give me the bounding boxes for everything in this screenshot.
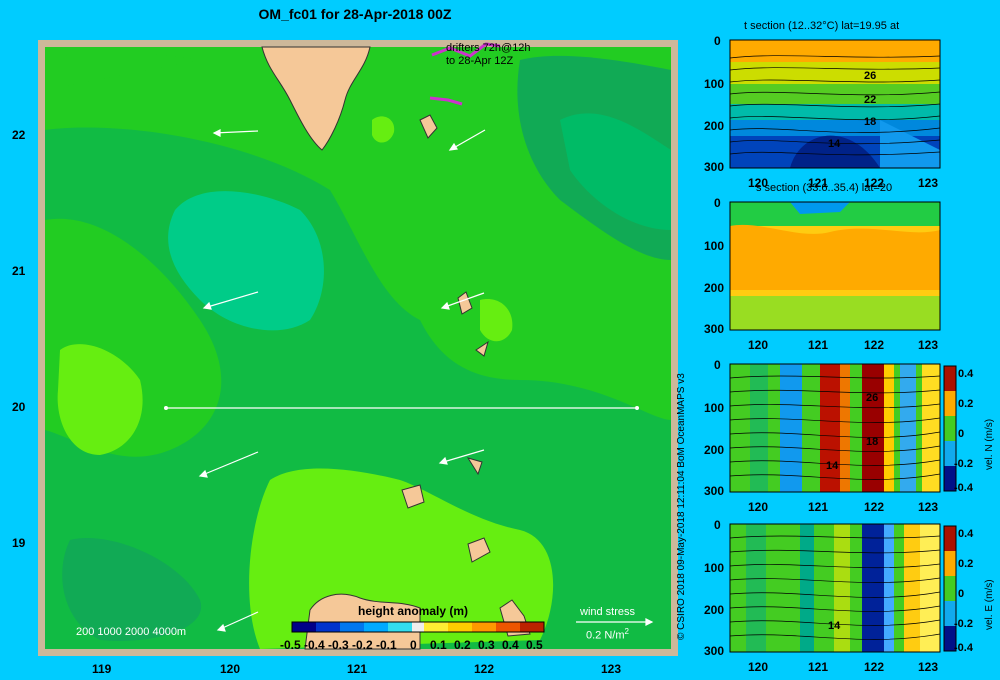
x-tick: 122 (864, 500, 885, 514)
contour-label: 26 (866, 392, 879, 404)
colorbar-tick: -0.5 (280, 638, 301, 652)
salinity-section-plot (729, 201, 941, 331)
cbar-tick: -0.2 (954, 618, 973, 630)
contour-label: 22 (864, 94, 877, 106)
y-tick: 300 (704, 644, 725, 658)
y-tick: 0 (714, 34, 721, 48)
y-tick: 300 (704, 322, 725, 336)
height-colorbar (291, 621, 545, 633)
cbar-tick: 0.2 (958, 398, 974, 410)
y-tick: 0 (714, 518, 721, 532)
x-tick: 120 (748, 500, 769, 514)
x-tick: 122 (864, 176, 885, 190)
x-tick: 121 (808, 176, 829, 190)
cbar-tick: 0.2 (958, 558, 974, 570)
y-tick: 200 (704, 119, 725, 133)
map-title: OM_fc01 for 28-Apr-2018 00Z (258, 6, 452, 22)
veln-colorbar-label: vel. N (m/s) (984, 418, 995, 470)
drifter-tracks (429, 42, 501, 106)
x-tick: 121 (808, 500, 829, 514)
map-y-tick: 20 (12, 400, 26, 414)
x-tick: 120 (748, 338, 769, 352)
x-tick: 122 (864, 660, 885, 674)
cbar-tick: 0.4 (958, 528, 974, 540)
vele-colorbar-label: vel. E (m/s) (984, 579, 995, 630)
map-x-tick: 119 (92, 662, 112, 676)
colorbar-tick: 0.2 (454, 638, 471, 652)
y-tick: 0 (714, 196, 721, 210)
wind-stress-label: wind stress (580, 606, 636, 618)
x-tick: 121 (808, 338, 829, 352)
depth-legend: 200 1000 2000 4000m (76, 626, 187, 638)
cbar-tick: 0 (958, 428, 965, 440)
colorbar-tick: 0.1 (430, 638, 447, 652)
colorbar-tick: -0.4 (304, 638, 325, 652)
x-tick: 122 (864, 338, 885, 352)
y-tick: 100 (704, 239, 725, 253)
x-tick: 123 (918, 660, 939, 674)
contour-label: 14 (828, 620, 841, 632)
vele-colorbar (943, 525, 957, 652)
temp-section-title: t section (12..32°C) lat=19.95 at (744, 20, 900, 32)
wind-stress-value: 0.2 N/m2 (586, 627, 629, 642)
y-tick: 200 (704, 443, 725, 457)
x-tick: 120 (748, 660, 769, 674)
ssh-contours (45, 52, 671, 649)
colorbar-tick: -0.2 (352, 638, 373, 652)
drifters-label-time: to 28-Apr 12Z (446, 55, 514, 67)
map-x-tick: 123 (601, 662, 622, 676)
map-y-tick: 22 (12, 128, 26, 142)
y-tick: 100 (704, 401, 725, 415)
y-tick: 200 (704, 603, 725, 617)
colorbar-tick: -0.3 (328, 638, 349, 652)
y-tick: 100 (704, 561, 725, 575)
x-tick: 123 (918, 338, 939, 352)
map-y-tick: 21 (12, 264, 26, 278)
y-tick: 300 (704, 160, 725, 174)
map-y-tick: 19 (12, 536, 26, 550)
colorbar-tick: 0.3 (478, 638, 495, 652)
vele-section-plot (729, 523, 941, 653)
veln-section-plot (729, 363, 941, 493)
cbar-tick: -0.2 (954, 458, 973, 470)
colorbar-title: height anomaly (m) (358, 604, 469, 618)
colorbar-tick: -0.1 (376, 638, 397, 652)
map-x-tick: 122 (474, 662, 495, 676)
cbar-tick: -0.4 (954, 642, 973, 654)
x-tick: 121 (808, 660, 829, 674)
veln-colorbar (943, 365, 957, 492)
x-tick: 123 (918, 500, 939, 514)
salinity-section-title: s section (33.6..35.4) lat=20 (756, 182, 893, 194)
cbar-tick: -0.4 (954, 482, 973, 494)
drifters-label: drifters 72h@12h (446, 42, 531, 54)
credit-text: © CSIRO 2018 09-May-2018 12:11:04 BoM Oc… (676, 373, 687, 640)
y-tick: 300 (704, 484, 725, 498)
contour-label: 26 (864, 70, 877, 82)
temp-section-plot (729, 39, 941, 169)
y-tick: 0 (714, 358, 721, 372)
y-tick: 200 (704, 281, 725, 295)
contour-label: 18 (866, 436, 879, 448)
cbar-tick: 0.4 (958, 368, 974, 380)
section-line (164, 406, 639, 410)
x-tick: 120 (748, 176, 769, 190)
y-tick: 100 (704, 77, 725, 91)
colorbar-tick: 0 (410, 638, 417, 652)
cbar-tick: 0 (958, 588, 965, 600)
colorbar-tick: 0.4 (502, 638, 519, 652)
map-x-tick: 120 (220, 662, 241, 676)
map-x-tick: 121 (347, 662, 368, 676)
contour-label: 18 (864, 116, 877, 128)
contour-label: 14 (826, 460, 839, 472)
contour-label: 14 (828, 138, 841, 150)
wind-vectors (198, 129, 654, 632)
colorbar-tick: 0.5 (526, 638, 543, 652)
x-tick: 123 (918, 176, 939, 190)
